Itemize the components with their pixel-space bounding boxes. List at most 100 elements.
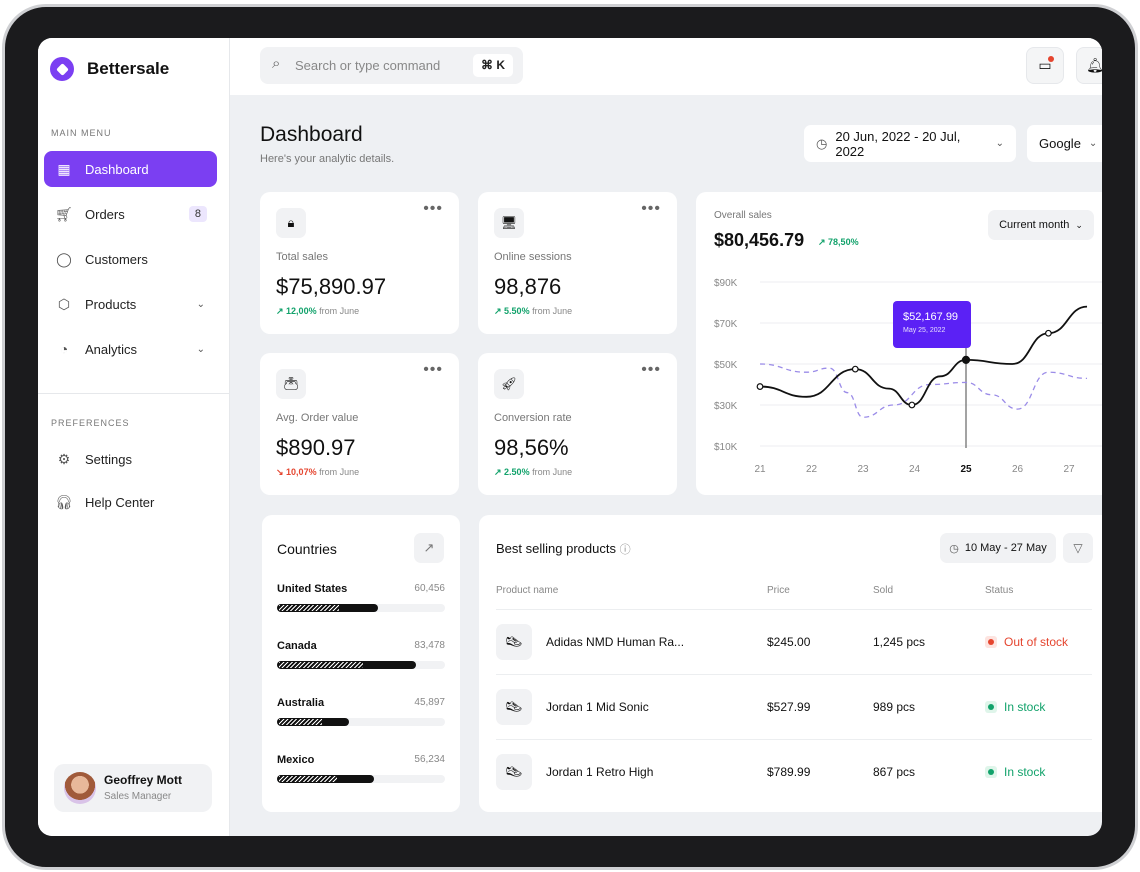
countries-title: Countries [277,541,337,557]
product-price: $527.99 [767,700,811,714]
change-value: 12,00% [286,306,317,316]
x-tick-label: 24 [909,464,921,475]
data-point [908,401,916,409]
shopping-bag-icon: 🔒︎ [276,208,306,238]
source-select[interactable]: Google ⌄ [1027,125,1102,162]
main-menu-label: MAIN MENU [51,128,112,138]
topbar: ⌕ Search or type command ⌘ K ▭ 🔔︎ [230,38,1102,95]
x-tick-label: 25 [960,464,972,475]
info-icon: ⓘ [619,544,631,556]
app-screen: Bettersale MAIN MENU ▦ Dashboard 🛒︎ Orders… [38,38,1102,836]
country-row: Mexico 56,234 [277,754,445,783]
sidebar-item-label: Orders [85,206,125,222]
preferences-label: PREFERENCES [51,418,130,428]
user-role: Sales Manager [104,791,172,802]
series-dashed-line [759,363,1088,418]
search-placeholder: Search or type command [295,58,441,73]
more-options-icon[interactable]: ••• [641,200,661,217]
stat-card: 🖥︎ ••• Online sessions 98,876 ↗ 5.50% fr… [478,192,677,334]
stat-value: $75,890.97 [276,274,387,299]
trend-down-icon: ↘ [276,467,287,477]
orders-count-badge: 8 [188,206,207,222]
change-suffix: from June [532,467,573,477]
table-row[interactable]: 👟︎ Adidas NMD Human Ra... $245.00 1,245 … [496,609,1092,674]
sidebar-item-help-center[interactable]: 🎧︎ Help Center [44,484,217,520]
trend-up-icon: ↗ [276,306,287,316]
product-sold: 1,245 pcs [873,635,926,649]
best-selling-products-card: Best selling products ⓘ ◷ 10 May - 27 May… [479,515,1102,812]
period-value: Current month [999,219,1070,231]
source-value: Google [1039,136,1081,151]
logo-icon [50,57,74,81]
x-tick-label: 21 [754,464,766,475]
avatar [64,772,96,804]
overall-sales-card: Overall sales $80,456.79 ↗ 78,50% Curren… [696,192,1102,495]
page-title: Dashboard [260,123,363,146]
box-icon: ⬡ [57,295,71,312]
search-input[interactable]: ⌕ Search or type command ⌘ K [260,47,523,84]
sidebar-item-orders[interactable]: 🛒︎ Orders 8 [44,196,217,232]
trend-up-icon: ↗ [818,237,829,247]
change-suffix: from June [532,306,573,316]
country-name: Australia [277,697,325,709]
data-point [851,365,859,373]
more-options-icon[interactable]: ••• [423,361,443,378]
date-range-value: 20 Jun, 2022 - 20 Jul, 2022 [835,128,961,159]
products-title: Best selling products ⓘ [496,541,631,557]
sidebar-item-settings[interactable]: ⚙ Settings [44,441,217,477]
more-options-icon[interactable]: ••• [423,200,443,217]
country-progress-fill [277,661,417,669]
sidebar-item-label: Help Center [85,494,155,510]
products-date-range: 10 May - 27 May [964,542,1047,554]
more-options-icon[interactable]: ••• [641,361,661,378]
sidebar: Bettersale MAIN MENU ▦ Dashboard 🛒︎ Orders… [38,38,230,836]
brand-name: Bettersale [87,59,170,78]
trend-up-icon: ↗ [494,467,505,477]
wallet-icon: 👛︎ [276,369,306,399]
y-tick-label: $90K [714,278,738,289]
country-value: 60,456 [414,583,445,594]
sidebar-item-analytics[interactable]: ◔ Analytics ⌄ [44,331,217,367]
stat-value: $890.97 [276,435,356,460]
country-value: 56,234 [414,754,445,765]
column-header-product-name: Product name [496,585,559,596]
change-suffix: from June [319,467,360,477]
sidebar-item-label: Customers [85,251,148,267]
messages-button[interactable]: ▭ [1026,47,1064,84]
stat-card: 👛︎ ••• Avg. Order value $890.97 ↘ 10,07%… [260,353,459,495]
notifications-button[interactable]: 🔔︎ [1076,47,1102,84]
y-tick-label: $30K [714,401,738,412]
sidebar-item-customers[interactable]: ◯ Customers [44,241,217,277]
country-progress-fill [277,604,378,612]
stat-value: 98,56% [494,435,569,460]
country-value: 45,897 [414,697,445,708]
external-link-icon: ↗ [423,540,435,555]
sidebar-item-label: Analytics [85,341,138,357]
product-price: $789.99 [767,765,811,779]
country-value: 83,478 [414,640,445,651]
search-icon: ⌕ [272,55,281,72]
cart-icon: 🛒︎ [55,205,73,222]
sidebar-item-dashboard[interactable]: ▦ Dashboard [44,151,217,187]
date-range-picker[interactable]: ◷ 20 Jun, 2022 - 20 Jul, 2022 ⌄ [804,125,1016,162]
bell-icon: 🔔︎ [1086,57,1102,73]
clock-icon: ◷ [816,135,828,151]
change-value: 78,50% [828,237,859,247]
change-value: 10,07% [286,467,317,477]
product-name: Adidas NMD Human Ra... [546,635,685,649]
open-external-button[interactable]: ↗ [414,533,444,563]
period-select[interactable]: Current month ⌄ [988,210,1094,240]
page-subtitle: Here's your analytic details. [260,153,395,165]
table-row[interactable]: 👟︎ Jordan 1 Retro High $789.99 867 pcs I… [496,739,1092,804]
change-value: 5.50% [504,306,530,316]
grid-icon: ▦ [57,160,71,177]
table-row[interactable]: 👟︎ Jordan 1 Mid Sonic $527.99 989 pcs In… [496,674,1092,739]
products-date-range-button[interactable]: ◷ 10 May - 27 May [940,533,1056,563]
filter-button[interactable]: ▽ [1063,533,1093,563]
chart-tooltip: $52,167.99 May 25, 2022 [893,301,971,348]
user-profile[interactable]: Geoffrey Mott Sales Manager [54,764,212,812]
y-tick-label: $70K [714,319,738,330]
column-header-price: Price [767,585,790,596]
sidebar-item-products[interactable]: ⬡ Products ⌄ [44,286,217,322]
stat-card: 🚀︎ ••• Conversion rate 98,56% ↗ 2.50% fr… [478,353,677,495]
